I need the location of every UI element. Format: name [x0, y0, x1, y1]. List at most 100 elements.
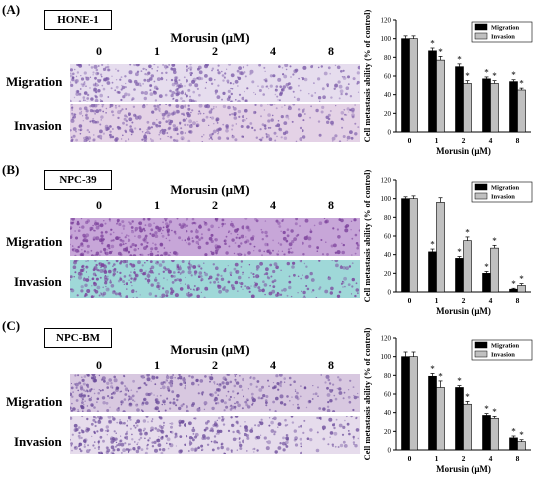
- chart-c-bar-migration-2: [455, 387, 464, 451]
- chart-a-xtick-label: 1: [435, 136, 439, 145]
- chart-b-legend-label-migration: Migration: [491, 185, 520, 192]
- chart-b-bar-invasion-4: [490, 247, 499, 293]
- chart-b-significance-mark: *: [457, 247, 462, 257]
- chart-b-xtick-label: 4: [489, 296, 493, 305]
- micrograph-migration-1: [128, 218, 186, 256]
- micrograph-migration-1: [128, 374, 186, 412]
- chart-c-bar-invasion-4: [490, 417, 499, 451]
- micrograph-migration-4: [244, 218, 302, 256]
- chart-c-legend-swatch-migration: [474, 341, 488, 349]
- panel-b-cell-line: NPC-39: [44, 170, 112, 190]
- chart-b-ytick-label: 80: [384, 214, 392, 222]
- chart-b-significance-mark: *: [430, 240, 435, 250]
- chart-c-ytick-label: 0: [388, 447, 392, 455]
- chart-a-bar-migration-2: [455, 66, 464, 133]
- panel-b-row-invasion: Invasion: [14, 274, 62, 289]
- micrograph-invasion-0: [70, 104, 128, 142]
- chart-b-bar-invasion-1: [436, 202, 445, 293]
- chart-a-significance-mark: *: [430, 39, 435, 49]
- chart-b-significance-mark: *: [492, 236, 497, 246]
- micrograph-migration-0: [70, 218, 128, 256]
- chart-b-legend-label-invasion: Invasion: [491, 194, 515, 201]
- chart-a-legend-swatch-invasion: [474, 32, 488, 40]
- micrograph-invasion-4: [244, 260, 302, 298]
- chart-a-significance-mark: *: [511, 70, 516, 80]
- chart-c-bar-migration-0: [401, 356, 410, 451]
- chart-b-ytick-label: 120: [381, 177, 392, 185]
- chart-c-ytick-label: 80: [384, 372, 392, 380]
- chart-c-ytick-label: 20: [384, 428, 392, 436]
- chart-a-ylabel: Cell metastasis ability (% of control): [362, 9, 372, 142]
- chart-a-xtick-label: 4: [489, 136, 493, 145]
- chart-c-legend-label-migration: Migration: [491, 343, 520, 350]
- panel-c-row-invasion: Invasion: [14, 434, 62, 449]
- micrograph-invasion-0: [70, 416, 128, 454]
- chart-b-xtick-label: 0: [408, 296, 412, 305]
- micrograph-migration-0: [70, 374, 128, 412]
- chart-c-significance-mark: *: [430, 364, 435, 374]
- chart-a-bar-migration-1: [428, 50, 437, 133]
- micrograph-migration-1: [128, 64, 186, 102]
- panel-c-conc-0: 0: [96, 358, 102, 372]
- panel-c-treatment-title: Morusin (μM): [170, 342, 250, 357]
- chart-c-xtick-label: 8: [516, 454, 520, 463]
- panel-c-conc-2: 2: [212, 358, 218, 372]
- micrograph-migration-4: [244, 374, 302, 412]
- micrograph-migration-2: [186, 218, 244, 256]
- chart-b-significance-mark: *: [484, 262, 489, 272]
- panel-c-conc-8: 8: [328, 358, 334, 372]
- panel-a-conc-4: 4: [270, 44, 276, 58]
- panel-a-row-migration: Migration: [6, 74, 63, 89]
- chart-b-legend-swatch-migration: [474, 183, 488, 191]
- panel-c-row-migration: Migration: [6, 394, 63, 409]
- chart-b-bar-migration-1: [428, 251, 437, 293]
- chart-c-ylabel: Cell metastasis ability (% of control): [362, 327, 372, 460]
- panel-c-conc-1: 1: [154, 358, 160, 372]
- chart-c-significance-mark: *: [511, 427, 516, 437]
- panel-a-conc-2: 2: [212, 44, 218, 58]
- chart-b-ytick-label: 40: [384, 251, 392, 259]
- micrograph-invasion-2: [186, 260, 244, 298]
- chart-a-bar-migration-8: [509, 81, 518, 133]
- micrograph-migration-8: [302, 64, 360, 102]
- micrograph-invasion-8: [302, 104, 360, 142]
- micrograph-invasion-8: [302, 260, 360, 298]
- chart-b-bar-invasion-2: [463, 240, 472, 293]
- micrograph-invasion-2: [186, 416, 244, 454]
- chart-b-xtick-label: 1: [435, 296, 439, 305]
- chart-b-bar-migration-2: [455, 258, 464, 293]
- chart-c-xlabel: Morusin (μM): [436, 464, 491, 474]
- chart-b-legend-swatch-invasion: [474, 192, 488, 200]
- chart-a-legend-label-invasion: Invasion: [491, 34, 515, 41]
- micrograph-migration-2: [186, 64, 244, 102]
- chart-c-bar-migration-8: [509, 437, 518, 451]
- chart-a-bar-invasion-2: [463, 83, 472, 133]
- chart-c-bar-invasion-0: [409, 356, 418, 451]
- panel-b-conc-0: 0: [96, 198, 102, 212]
- chart-a-ytick-label: 100: [381, 35, 392, 43]
- chart-b-significance-mark: *: [519, 274, 524, 284]
- micrograph-migration-8: [302, 218, 360, 256]
- micrograph-migration-0: [70, 64, 128, 102]
- chart-c-bar-invasion-1: [436, 387, 445, 451]
- chart-b-xtick-label: 8: [516, 296, 520, 305]
- chart-a-xlabel: Morusin (μM): [436, 146, 491, 156]
- micrograph-migration-8: [302, 374, 360, 412]
- chart-b-xlabel: Morusin (μM): [436, 306, 491, 316]
- panel-c-bar-chart: Cell metastasis ability (% of control) 0 2…: [362, 327, 533, 474]
- chart-a-ytick-label: 0: [388, 129, 392, 137]
- chart-c-legend-swatch-invasion: [474, 350, 488, 358]
- chart-a-bar-migration-0: [401, 38, 410, 133]
- chart-a-significance-mark: *: [484, 67, 489, 77]
- chart-b-significance-mark: *: [465, 227, 470, 237]
- chart-b-ytick-label: 100: [381, 195, 392, 203]
- micrograph-invasion-4: [244, 416, 302, 454]
- chart-a-ytick-label: 80: [384, 54, 392, 62]
- micrograph-invasion-4: [244, 104, 302, 142]
- chart-b-bar-migration-8: [509, 288, 518, 293]
- panel-c-letter: (C): [2, 318, 21, 333]
- chart-a-bar-invasion-8: [517, 89, 526, 133]
- chart-b-ylabel: Cell metastasis ability (% of control): [362, 169, 372, 302]
- chart-c-legend-label-invasion: Invasion: [491, 352, 515, 359]
- chart-c-ytick-label: 100: [381, 353, 392, 361]
